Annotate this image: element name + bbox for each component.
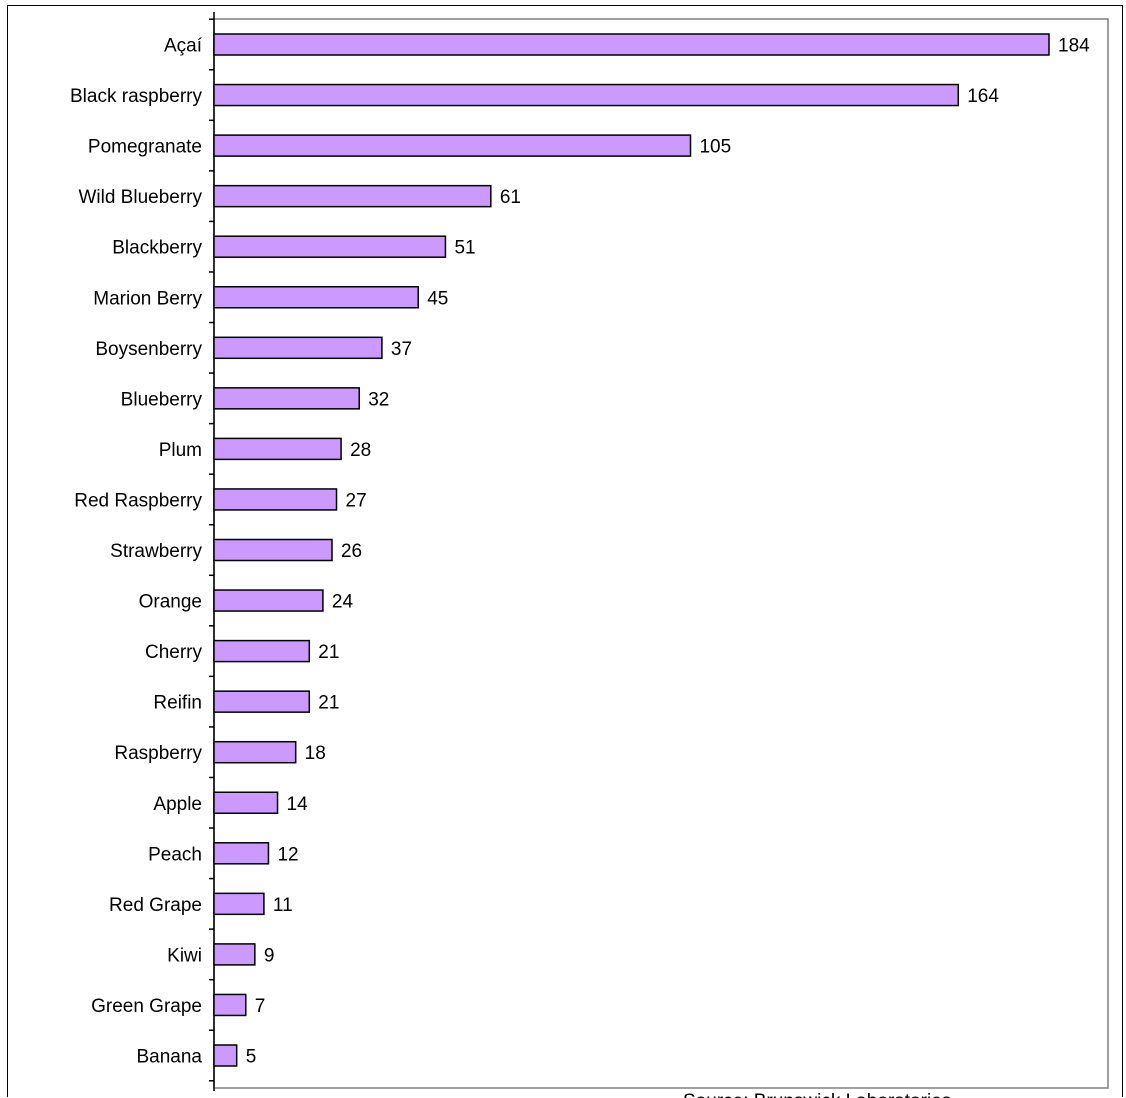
chart-frame: Açaí 184 Black raspberry 164 Pomegranate 105 W… — [7, 5, 1123, 1098]
value-label: 14 — [287, 794, 309, 815]
bar — [213, 740, 297, 764]
bar — [213, 387, 360, 410]
bar — [213, 134, 692, 157]
category-label: Banana — [136, 1047, 202, 1068]
category-label: Green Grape — [91, 996, 202, 1017]
category-label: Reifin — [153, 693, 202, 714]
category-label: Boysenberry — [95, 339, 202, 360]
bar — [213, 184, 492, 208]
category-label: Blackberry — [112, 238, 202, 259]
bar — [213, 842, 270, 865]
bar — [213, 83, 959, 107]
bar — [213, 538, 333, 562]
bar — [213, 286, 419, 309]
value-label: 26 — [341, 541, 362, 562]
category-label: Raspberry — [114, 743, 202, 764]
value-label: 21 — [318, 693, 339, 714]
bar — [213, 235, 447, 258]
category-label: Red Grape — [109, 895, 202, 916]
value-label: 32 — [368, 389, 389, 410]
bar — [213, 892, 265, 916]
category-label: Blueberry — [121, 389, 203, 410]
category-label: Wild Blueberry — [78, 187, 202, 208]
value-label: 11 — [273, 895, 293, 916]
value-label: 45 — [427, 288, 448, 309]
category-label: Orange — [139, 592, 202, 613]
value-label: 12 — [277, 844, 298, 865]
category-label: Cherry — [145, 642, 203, 663]
bar — [213, 33, 1050, 56]
value-label: 61 — [500, 187, 521, 208]
bar — [213, 1044, 238, 1067]
bar — [213, 943, 256, 966]
bar — [213, 791, 279, 814]
bar — [213, 336, 383, 360]
value-label: 51 — [454, 238, 475, 259]
bar — [213, 690, 311, 713]
bar — [213, 589, 324, 612]
value-label: 105 — [699, 137, 731, 158]
category-label: Red Raspberry — [74, 490, 202, 511]
bar — [213, 437, 342, 461]
bar — [213, 488, 338, 511]
category-label: Strawberry — [110, 541, 202, 562]
value-label: 9 — [264, 945, 275, 966]
value-label: 18 — [305, 743, 326, 764]
value-label: 27 — [346, 490, 367, 511]
value-label: 24 — [332, 592, 354, 613]
category-label: Açaí — [164, 36, 203, 57]
bar-chart: Açaí 184 Black raspberry 164 Pomegranate 105 W… — [70, 12, 1109, 1098]
value-label: 164 — [967, 86, 999, 107]
value-label: 28 — [350, 440, 371, 461]
value-label: 5 — [246, 1047, 257, 1068]
category-label: Pomegranate — [88, 137, 202, 158]
source-note: Source: Brunswick Laboratories — [683, 1091, 951, 1098]
category-label: Apple — [153, 794, 202, 815]
category-label: Plum — [159, 440, 202, 461]
category-label: Kiwi — [167, 945, 202, 966]
category-label: Peach — [148, 844, 202, 865]
value-label: 21 — [318, 642, 339, 663]
category-label: Marion Berry — [93, 288, 202, 309]
bar — [213, 639, 311, 663]
value-label: 7 — [255, 996, 266, 1017]
value-label: 37 — [391, 339, 412, 360]
category-label: Black raspberry — [70, 86, 202, 107]
value-label: 184 — [1058, 36, 1090, 57]
bar — [213, 993, 247, 1017]
